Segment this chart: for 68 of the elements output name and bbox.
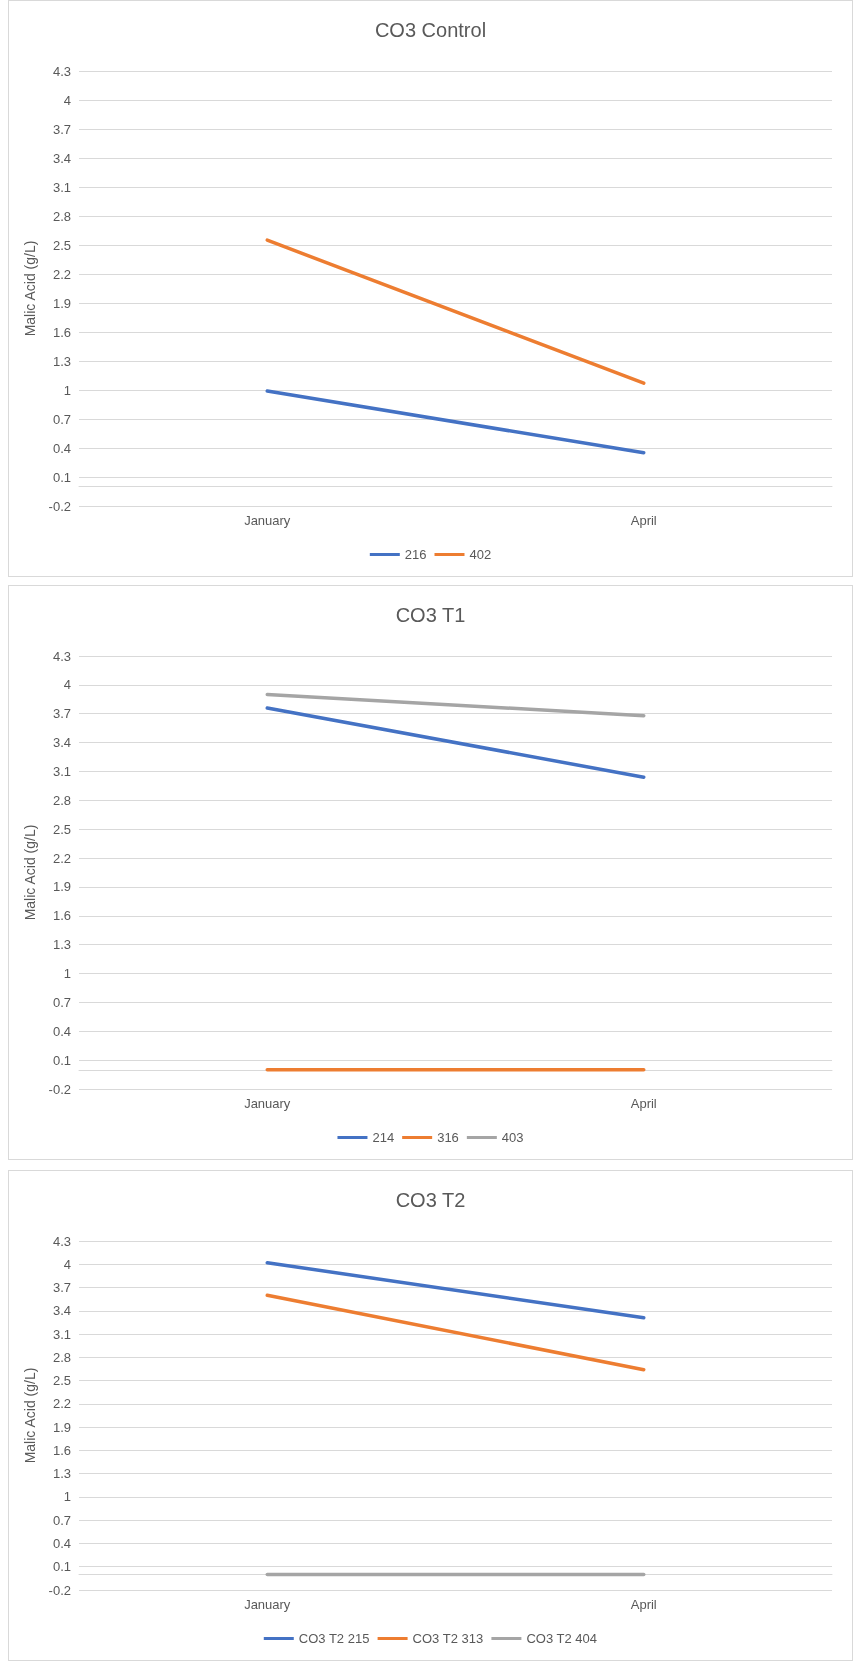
y-tick-label: 0.7 (52, 994, 71, 1010)
chart-title: CO3 T1 (395, 604, 466, 626)
y-tick-label: 2.8 (52, 208, 71, 224)
legend-label: CO3 T2 404 (526, 1631, 597, 1646)
y-tick-label: 0.1 (52, 1052, 71, 1068)
y-tick-label: 4 (63, 92, 71, 108)
x-tick-label: January (244, 513, 291, 528)
legend-label: 214 (372, 1130, 395, 1145)
chart-title: CO3 Control (374, 19, 487, 41)
y-tick-label: -0.2 (48, 1582, 71, 1598)
y-tick-label: 0.1 (52, 469, 71, 485)
y-tick-label: 1.9 (52, 879, 71, 895)
legend-label: 216 (404, 547, 427, 562)
y-tick-label: 1.9 (52, 1419, 71, 1435)
y-tick-label: 1 (63, 966, 71, 982)
y-tick-label: 3.1 (52, 1326, 71, 1342)
y-tick-label: 0.7 (52, 411, 71, 427)
y-tick-label: 1 (63, 382, 71, 398)
y-axis-title: Malic Acid (g/L) (22, 240, 38, 337)
y-tick-label: 3.1 (52, 179, 71, 195)
y-tick-label: 2.5 (52, 237, 71, 253)
x-tick-label: January (244, 1096, 291, 1111)
y-tick-label: -0.2 (48, 1081, 71, 1097)
y-tick-label: 2.2 (52, 266, 71, 282)
x-tick-label: January (244, 1597, 291, 1612)
y-tick-label: 1.3 (52, 353, 71, 369)
y-tick-label: 1.3 (52, 1466, 71, 1482)
y-tick-label: 3.4 (52, 735, 71, 751)
y-tick-label: 4 (63, 677, 71, 693)
y-tick-label: 0.7 (52, 1512, 71, 1528)
legend-label: 403 (501, 1130, 524, 1145)
y-tick-label: 3.1 (52, 763, 71, 779)
y-tick-label: 0.4 (52, 1535, 71, 1551)
y-tick-label: 4 (63, 1256, 71, 1272)
y-tick-label: 2.5 (52, 821, 71, 837)
x-tick-label: April (630, 1597, 657, 1612)
y-tick-label: 0.4 (52, 1023, 71, 1039)
legend-label: CO3 T2 215 (298, 1631, 370, 1646)
y-tick-label: 2.8 (52, 792, 71, 808)
y-tick-label: 1.9 (52, 295, 71, 311)
legend-label: 316 (437, 1130, 459, 1145)
y-tick-label: 2.8 (52, 1349, 71, 1365)
y-tick-label: -0.2 (48, 498, 71, 514)
y-tick-label: 4.3 (52, 1233, 71, 1249)
chart-title: CO3 T2 (395, 1189, 466, 1211)
y-tick-label: 2.5 (52, 1373, 71, 1389)
y-axis-title: Malic Acid (g/L) (22, 824, 38, 921)
y-tick-label: 0.1 (52, 1559, 71, 1575)
y-tick-label: 2.2 (52, 850, 71, 866)
y-axis-title: Malic Acid (g/L) (22, 1367, 38, 1464)
y-tick-label: 3.7 (52, 1280, 71, 1296)
y-tick-label: 1.6 (52, 1442, 71, 1458)
x-tick-label: April (630, 1096, 657, 1111)
y-tick-label: 1.3 (52, 937, 71, 953)
y-tick-label: 2.2 (52, 1396, 71, 1412)
x-tick-label: April (630, 513, 657, 528)
y-tick-label: 1.6 (52, 324, 71, 340)
y-tick-label: 3.7 (52, 121, 71, 137)
y-tick-label: 4.3 (52, 63, 71, 79)
y-tick-label: 0.4 (52, 440, 71, 456)
legend-label: CO3 T2 313 (412, 1631, 484, 1646)
y-tick-label: 1.6 (52, 908, 71, 924)
y-tick-label: 1 (63, 1489, 71, 1505)
y-tick-label: 3.7 (52, 706, 71, 722)
y-tick-label: 3.4 (52, 1303, 71, 1319)
y-tick-label: 4.3 (52, 648, 71, 664)
legend-label: 402 (469, 547, 492, 562)
y-tick-label: 3.4 (52, 150, 71, 166)
